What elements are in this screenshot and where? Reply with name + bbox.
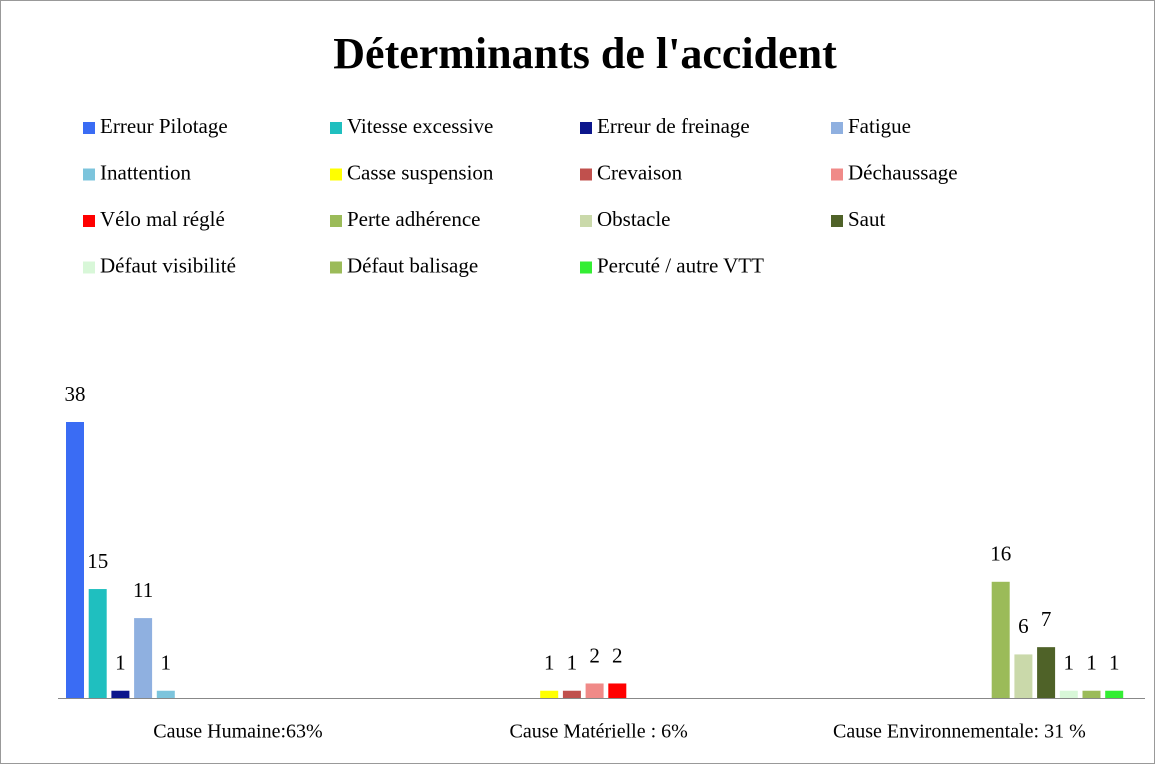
legend-swatch <box>831 122 843 134</box>
legend-swatch <box>831 168 843 181</box>
legend-label: Vélo mal réglé <box>100 207 225 231</box>
legend-swatch <box>330 261 342 274</box>
data-label: 6 <box>1018 614 1029 638</box>
legend-swatch <box>83 215 95 227</box>
legend-swatch <box>580 168 592 181</box>
legend-swatch <box>330 168 342 181</box>
data-label: 15 <box>87 549 108 573</box>
data-label: 2 <box>612 643 623 667</box>
legend-label: Vitesse excessive <box>347 114 493 138</box>
legend-label: Erreur Pilotage <box>100 114 228 138</box>
legend-label: Saut <box>848 207 886 231</box>
x-tick-label: Cause Matérielle : 6% <box>510 721 688 743</box>
legend-swatch <box>83 261 95 274</box>
legend-swatch <box>580 122 592 134</box>
data-label: 1 <box>1064 651 1075 675</box>
chart-title: Déterminants de l'accident <box>333 29 837 78</box>
legend-label: Casse suspension <box>347 160 494 184</box>
data-label: 7 <box>1041 607 1052 631</box>
data-label: 38 <box>65 382 86 406</box>
legend-label: Inattention <box>100 160 191 184</box>
bar <box>66 422 84 698</box>
x-tick-label: Cause Humaine:63% <box>153 721 322 743</box>
data-label: 1 <box>1086 651 1097 675</box>
data-label: 1 <box>544 651 555 675</box>
bar <box>540 690 559 698</box>
legend-swatch <box>83 168 95 181</box>
data-label: 1 <box>567 651 578 675</box>
bar <box>1037 647 1056 698</box>
legend-label: Crevaison <box>597 160 683 184</box>
data-label: 2 <box>589 643 600 667</box>
legend-label: Déchaussage <box>848 160 958 184</box>
data-label: 1 <box>1109 651 1120 675</box>
legend-label: Obstacle <box>597 207 670 231</box>
data-label: 11 <box>133 578 153 602</box>
bar <box>88 589 107 698</box>
legend-label: Défaut visibilité <box>100 253 236 277</box>
bar <box>134 618 153 698</box>
legend-swatch <box>83 122 95 134</box>
legend-swatch <box>580 215 592 227</box>
bar <box>991 581 1010 698</box>
bar <box>1059 690 1078 698</box>
bar <box>1105 690 1124 698</box>
legend-label: Fatigue <box>848 114 911 138</box>
bar <box>1082 690 1101 698</box>
data-label: 1 <box>161 651 172 675</box>
legend-swatch <box>330 215 342 227</box>
legend-label: Erreur de freinage <box>597 114 750 138</box>
legend-swatch <box>831 215 843 227</box>
bar <box>562 690 581 698</box>
legend-label: Défaut balisage <box>347 253 478 277</box>
bar <box>585 683 604 698</box>
bar <box>156 690 175 698</box>
data-label: 1 <box>115 651 126 675</box>
bar <box>1014 654 1033 698</box>
legend-swatch <box>580 261 592 274</box>
legend-label: Perte adhérence <box>347 207 481 231</box>
x-tick-label: Cause Environnementale: 31 % <box>833 721 1086 743</box>
legend-label: Percuté / autre VTT <box>597 253 764 277</box>
bar <box>608 683 627 698</box>
bar <box>111 690 130 698</box>
data-label: 16 <box>990 542 1011 566</box>
legend-swatch <box>330 122 342 134</box>
